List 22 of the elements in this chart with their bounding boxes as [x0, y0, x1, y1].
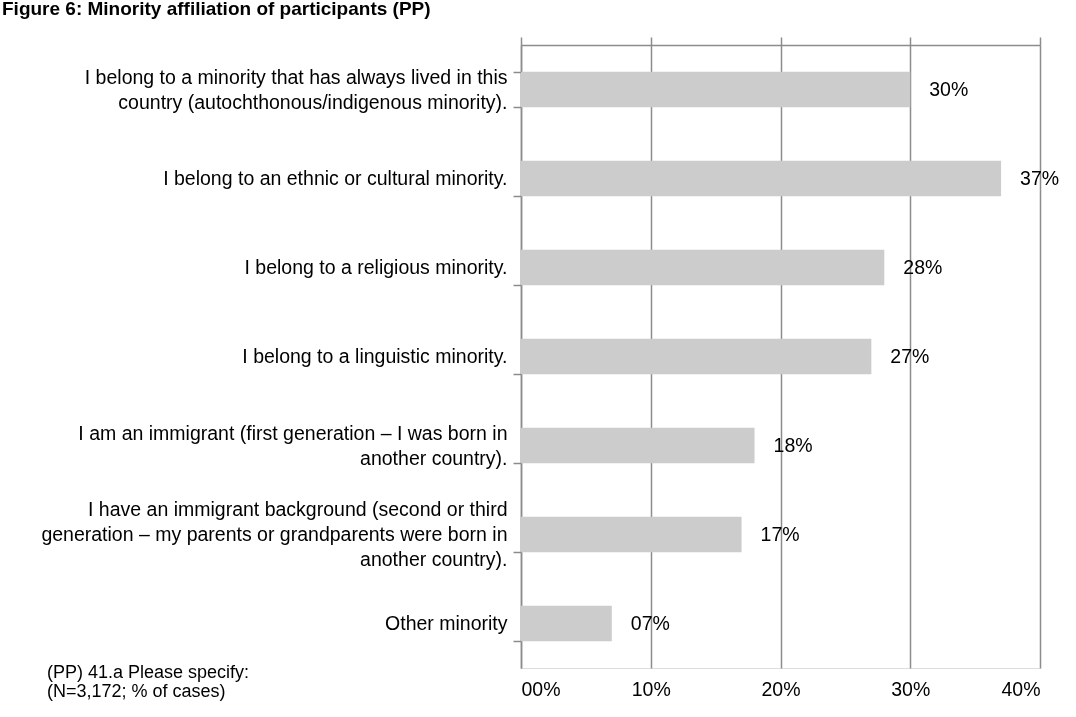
y-tick-label: I belong to a religious minority.	[244, 256, 508, 278]
x-tick-label: 10%	[631, 677, 671, 700]
y-tick-label: I have an immigrant background (second or third generation – my parents or grandparents were born in another country).	[41, 498, 508, 570]
text: (N=3,172; % of cases)	[47, 681, 226, 701]
text: (PP) 41.a Please specify:	[47, 662, 250, 682]
y-tick-label: I belong to a linguistic minority.	[242, 345, 508, 367]
x-tick-label: 20%	[761, 677, 801, 700]
y-tick-label: I am an immigrant (first generation – I was born in another country).	[78, 421, 508, 469]
y-tick-label: Other minority	[385, 612, 508, 634]
data-label: 18%	[773, 433, 813, 456]
x-tick-label: 40%	[1001, 677, 1041, 700]
data-label: 28%	[903, 255, 943, 278]
data-label: 37%	[1020, 166, 1060, 189]
x-tick-label: 00%	[521, 677, 561, 700]
data-label: 27%	[890, 344, 930, 367]
y-tick-label: I belong to an ethnic or cultural minority.	[163, 167, 508, 189]
text: Figure 6: Minority affiliation of participants (PP)	[2, 0, 431, 19]
data-label: 17%	[760, 522, 800, 545]
x-tick-label: 30%	[891, 677, 931, 700]
data-label: 30%	[929, 77, 969, 100]
y-tick-label: I belong to a minority that has always lived in this country (autochthonous/indigenous minority).	[84, 65, 508, 113]
data-label: 07%	[630, 611, 670, 634]
